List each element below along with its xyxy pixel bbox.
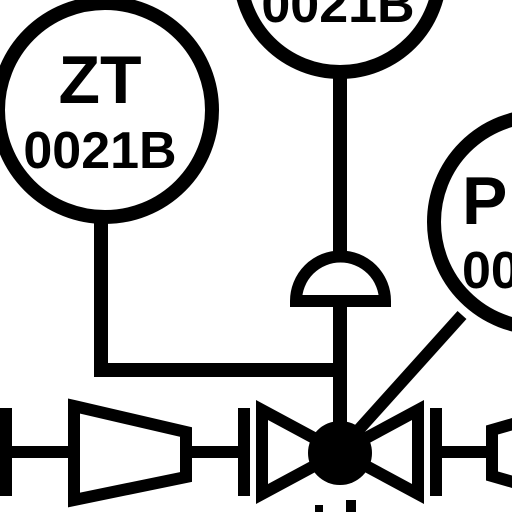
label-fragment bbox=[315, 505, 323, 512]
instrument-bubble-top[interactable]: 0021B bbox=[236, 0, 444, 79]
instrument-tag: 00 bbox=[462, 242, 512, 300]
signal-line-p bbox=[340, 310, 467, 450]
instrument-letters: P bbox=[462, 163, 507, 239]
signal-line-zt bbox=[94, 218, 340, 377]
valve-body-left bbox=[256, 399, 353, 505]
instrument-circle bbox=[427, 112, 512, 332]
reducer-right bbox=[486, 418, 512, 488]
diaphragm-actuator bbox=[289, 250, 392, 307]
instrument-circle bbox=[0, 0, 219, 224]
instrument-tag: 0021B bbox=[261, 0, 414, 34]
instrument-letters: ZT bbox=[58, 42, 141, 118]
label-fragment bbox=[346, 500, 356, 512]
instrument-bubble-zt[interactable]: ZT 0021B bbox=[0, 0, 219, 224]
instrument-tag: 0021B bbox=[23, 122, 176, 180]
reducer bbox=[68, 398, 192, 508]
valve-center-dot bbox=[308, 421, 372, 485]
instrument-bubble-p[interactable]: P 00 bbox=[427, 112, 512, 332]
valve-body-right bbox=[327, 399, 424, 505]
